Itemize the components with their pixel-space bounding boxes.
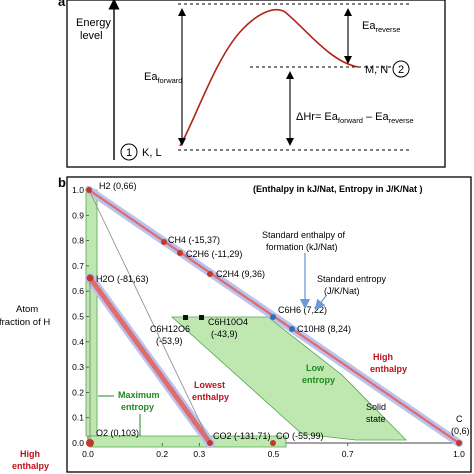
point-c6h12o6	[183, 315, 188, 320]
high-enthalpy-right-label-2: enthalpy	[370, 364, 407, 374]
y-tick-label: 0.5	[72, 312, 84, 322]
reactant-number-circle	[120, 143, 138, 161]
label-c6h12o6-values: (-53,9)	[156, 336, 183, 346]
panel-a-frame	[66, 0, 446, 168]
y-tick-label: 0.8	[72, 236, 84, 246]
ea-forward-label: Eaforward	[144, 71, 182, 85]
label-c6h10o4-values: (-43,9)	[211, 329, 238, 339]
high-enthalpy-right-label-1: High	[373, 352, 393, 362]
y-tick-label: 0.1	[72, 413, 84, 423]
solid-state-label-1: Solid	[366, 402, 386, 412]
max-entropy-left-strip	[85, 189, 98, 437]
delta-h-label: ΔHr= Eaforward – Eareverse	[296, 111, 414, 125]
point-h2	[86, 187, 92, 193]
point-c2h6	[177, 250, 183, 256]
high-enthalpy-left-label-2: enthalpy	[12, 461, 49, 471]
x-tick-label: 0.5	[268, 449, 280, 459]
entropy-note-arrow	[314, 295, 327, 311]
std-entropy-note-2: (J/K/Nat)	[324, 286, 360, 296]
panel-b-header: (Enthalpy in kJ/Nat, Entropy in J/K/Nat …	[253, 184, 423, 194]
label-c10h8: C10H8 (8,24)	[297, 324, 351, 334]
point-h2o	[86, 274, 94, 282]
solid-state-label-2: state	[366, 414, 386, 424]
reactant-label: K, L	[142, 147, 162, 159]
label-c6h12o6: C6H12O6	[150, 324, 190, 334]
label-c6h6: C6H6 (7,22)	[278, 305, 327, 315]
h2-co2-line	[88, 189, 211, 444]
y-axis-title-2: fraction of H	[0, 317, 50, 328]
label-c2h4: C2H4 (9,36)	[216, 269, 265, 279]
label-c-values: (0,6)	[451, 426, 470, 436]
product-number: 2	[398, 64, 404, 76]
std-enthalpy-note-1: Standard enthalpy of	[262, 230, 346, 240]
reactant-number: 1	[126, 147, 132, 159]
point-co	[270, 440, 276, 446]
maximum-entropy-label-2: entropy	[121, 402, 154, 412]
energy-axis-label-2: level	[80, 30, 103, 42]
label-c6h10o4: C6H10O4	[208, 317, 248, 327]
label-h2o: H2O (-81,63)	[96, 274, 149, 284]
label-c2h6: C2H6 (-11,29)	[186, 249, 242, 259]
energy-axis-label-1: Energy	[76, 17, 111, 29]
x-tick-label: 0.2	[156, 449, 168, 459]
label-co2: CO2 (-131,71)	[213, 431, 271, 441]
point-c	[456, 440, 462, 446]
panel-a: a Energy level Eaforward Eareverse ΔHr	[58, 0, 446, 168]
panel-b-letter: b	[58, 175, 66, 190]
label-c: C	[456, 414, 463, 424]
point-c2h4	[207, 271, 213, 277]
x-tick-label: 0.3	[193, 449, 205, 459]
y-tick-label: 1.0	[72, 185, 84, 195]
low-entropy-label-2: entropy	[302, 375, 335, 385]
x-tick-label: 0.7	[342, 449, 354, 459]
y-tick-label: 0.6	[72, 286, 84, 296]
low-entropy-label-1: Low	[306, 363, 325, 373]
point-co2	[207, 440, 213, 446]
x-tick-label: 1.0	[453, 449, 465, 459]
h2o-co2-band-core	[87, 276, 213, 445]
lowest-enthalpy-label-2: enthalpy	[192, 392, 229, 402]
label-ch4: CH4 (-15,37)	[168, 235, 220, 245]
panel-b: b (Enthalpy in kJ/Nat, Entropy in J/K/Na…	[0, 175, 472, 473]
point-c6h10o4	[199, 315, 204, 320]
high-enthalpy-left-label-1: High	[20, 449, 40, 459]
product-label: M, N	[365, 64, 388, 76]
panel-b-frame	[66, 176, 472, 473]
std-enthalpy-note-2: formation (kJ/Nat)	[266, 242, 338, 252]
panel-a-letter: a	[58, 0, 66, 9]
y-tick-label: 0.3	[72, 362, 84, 372]
y-axis-title-1: Atom	[16, 304, 38, 315]
y-tick-label: 0.9	[72, 210, 84, 220]
y-tick-label: 0.0	[72, 438, 84, 448]
ea-reverse-label: Eareverse	[362, 20, 400, 34]
x-tick-label: 0.0	[82, 449, 94, 459]
maximum-entropy-label-1: Maximum	[118, 390, 160, 400]
y-tick-label: 0.4	[72, 337, 84, 347]
label-h2: H2 (0,66)	[99, 181, 137, 191]
y-tick-label: 0.2	[72, 387, 84, 397]
lowest-enthalpy-label-1: Lowest	[194, 380, 225, 390]
label-co: CO (-55,99)	[276, 431, 324, 441]
point-c6h6	[270, 314, 276, 320]
point-c10h8	[289, 326, 295, 332]
std-entropy-note-1: Standard entropy	[317, 274, 387, 284]
reaction-curve	[179, 8, 359, 147]
y-tick-group: 0.0 0.1 0.2 0.3 0.4 0.5 0.6 0.7 0.8 0.9 1.0	[72, 185, 89, 448]
label-o2: O2 (0,103)	[96, 428, 139, 438]
y-tick-label: 0.7	[72, 261, 84, 271]
point-ch4	[161, 239, 167, 245]
point-o2	[86, 439, 94, 447]
product-number-circle	[392, 60, 410, 78]
